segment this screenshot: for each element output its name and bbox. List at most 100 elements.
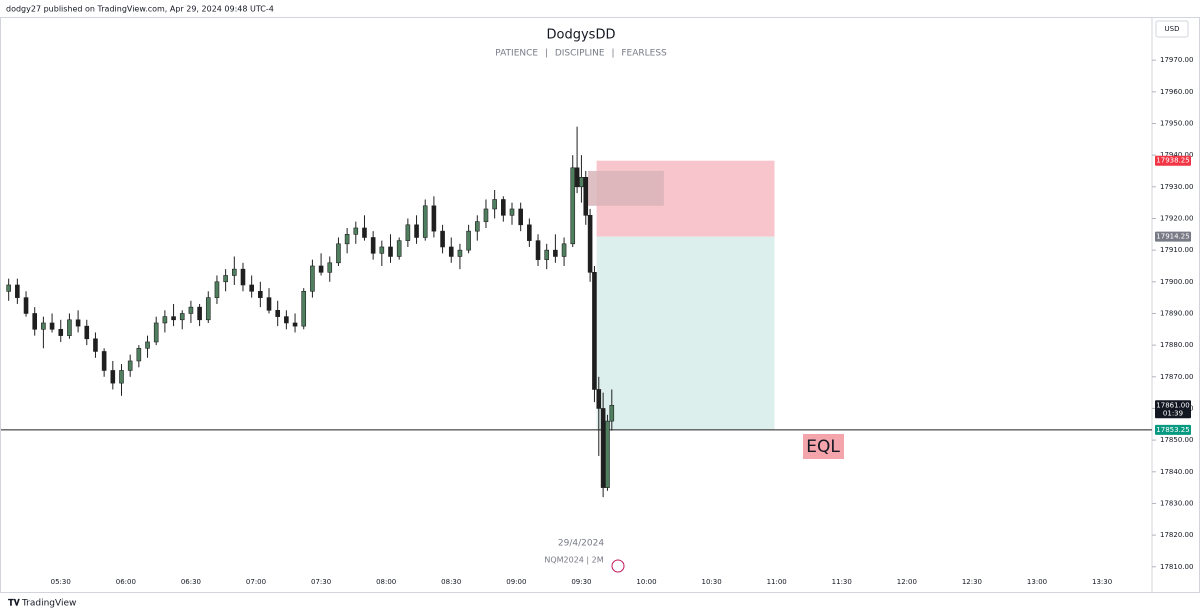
y-tick-label: 17840.00 — [1160, 468, 1193, 476]
event-icon[interactable] — [611, 559, 625, 573]
candle-body — [370, 237, 376, 254]
price-label: 17938.25 — [1156, 157, 1189, 165]
annotation-box — [803, 434, 844, 459]
candle-body — [353, 227, 359, 235]
candle-body — [145, 341, 150, 349]
y-tick-label: 17880.00 — [1160, 341, 1193, 349]
candle-body — [67, 319, 72, 336]
countdown: 01:39 — [1163, 409, 1183, 417]
currency-box — [1155, 20, 1189, 38]
candle-body — [188, 306, 194, 314]
candle-body — [266, 297, 272, 311]
x-tick-label: 11:00 — [767, 578, 787, 586]
y-tick-label: 17900.00 — [1160, 278, 1193, 286]
candle-body — [119, 370, 124, 384]
candle-body — [58, 328, 64, 336]
plot-area — [1, 126, 1152, 498]
price-label-box — [1155, 155, 1191, 166]
candle-body — [483, 208, 489, 222]
candle-body — [153, 322, 159, 343]
y-tick-label: 17820.00 — [1160, 531, 1193, 539]
zone — [587, 170, 664, 206]
x-tick-label: 08:30 — [441, 578, 461, 586]
candle-body — [240, 268, 246, 286]
candle-body — [574, 167, 580, 188]
candle-body — [396, 240, 402, 257]
y-tick-label: 17890.00 — [1160, 309, 1193, 317]
candle-body — [23, 297, 29, 314]
y-tick-label: 17930.00 — [1160, 183, 1193, 191]
x-tick-label: 06:30 — [181, 578, 201, 586]
candle-body — [336, 243, 341, 264]
candle-body — [388, 246, 393, 257]
candle-body — [275, 309, 280, 317]
candle-body — [197, 306, 202, 321]
candle-body — [179, 313, 185, 321]
y-tick-label: 17870.00 — [1160, 373, 1193, 381]
price-label-box — [1155, 231, 1191, 242]
candle-body — [596, 389, 602, 409]
candle-body — [583, 177, 589, 216]
candle-body — [162, 316, 168, 324]
candle-body — [527, 224, 532, 241]
candle-body — [15, 284, 20, 298]
candle-body — [466, 230, 471, 251]
x-tick-label: 08:00 — [376, 578, 396, 586]
annotation: EQL — [806, 437, 840, 457]
x-tick-label: 09:30 — [571, 578, 591, 586]
candle-body — [110, 370, 116, 384]
candle-body — [362, 227, 367, 238]
x-tick-label: 12:00 — [897, 578, 917, 586]
candle-body — [301, 290, 307, 327]
x-tick-label: 09:00 — [506, 578, 526, 586]
published-info: dodgy27 published on TradingView.com, Ap… — [6, 5, 274, 14]
candle-body — [171, 316, 176, 321]
candle-body — [49, 322, 55, 330]
candle-body — [579, 177, 584, 188]
candle-body — [327, 262, 333, 273]
x-tick-label: 07:30 — [311, 578, 331, 586]
candle-body — [518, 208, 523, 226]
x-tick-label: 07:00 — [246, 578, 266, 586]
symbol-label: NQM2024 | 2M — [544, 556, 603, 565]
candle-body — [292, 322, 298, 327]
date-label: 29/4/2024 — [558, 539, 604, 549]
candle-body — [587, 215, 593, 273]
y-tick-label: 17850.00 — [1160, 436, 1193, 444]
candle-body — [501, 199, 506, 216]
candle-body — [509, 208, 515, 216]
candle-body — [258, 290, 263, 298]
price-label-box — [1155, 424, 1191, 435]
candle-body — [101, 351, 107, 371]
candle-body — [310, 265, 315, 292]
chart-subtitle: PATIENCE | DISCIPLINE | FEARLESS — [495, 49, 667, 59]
x-tick-label: 12:30 — [962, 578, 982, 586]
y-tick-label: 17970.00 — [1160, 56, 1193, 64]
price-label: 17861.00 — [1156, 401, 1189, 409]
candle-body — [84, 325, 90, 340]
logo-mark: 𝐓𝐕 — [8, 598, 21, 609]
candle-body — [41, 322, 46, 330]
x-tick-label: 11:30 — [832, 578, 852, 586]
candle-body — [570, 167, 576, 245]
x-tick-label: 06:00 — [116, 578, 136, 586]
candle-body — [600, 408, 606, 488]
y-tick-label: 17940.00 — [1160, 151, 1193, 159]
candle-body — [284, 316, 289, 324]
x-tick-label: 10:30 — [701, 578, 721, 586]
candle-body — [379, 246, 385, 254]
candle-body — [457, 249, 463, 257]
candle-body — [492, 199, 497, 210]
chart-title: DodgysDD — [547, 28, 616, 43]
candle-body — [405, 224, 411, 241]
candle-body — [431, 205, 437, 232]
x-tick-label: 10:00 — [636, 578, 656, 586]
candle-body — [561, 243, 567, 257]
x-tick-label: 13:00 — [1027, 578, 1047, 586]
candle-body — [32, 313, 38, 330]
candle-body — [474, 221, 480, 232]
y-tick-label: 17810.00 — [1160, 563, 1193, 571]
price-label-box — [1155, 400, 1191, 419]
y-tick-label: 17950.00 — [1160, 119, 1193, 127]
